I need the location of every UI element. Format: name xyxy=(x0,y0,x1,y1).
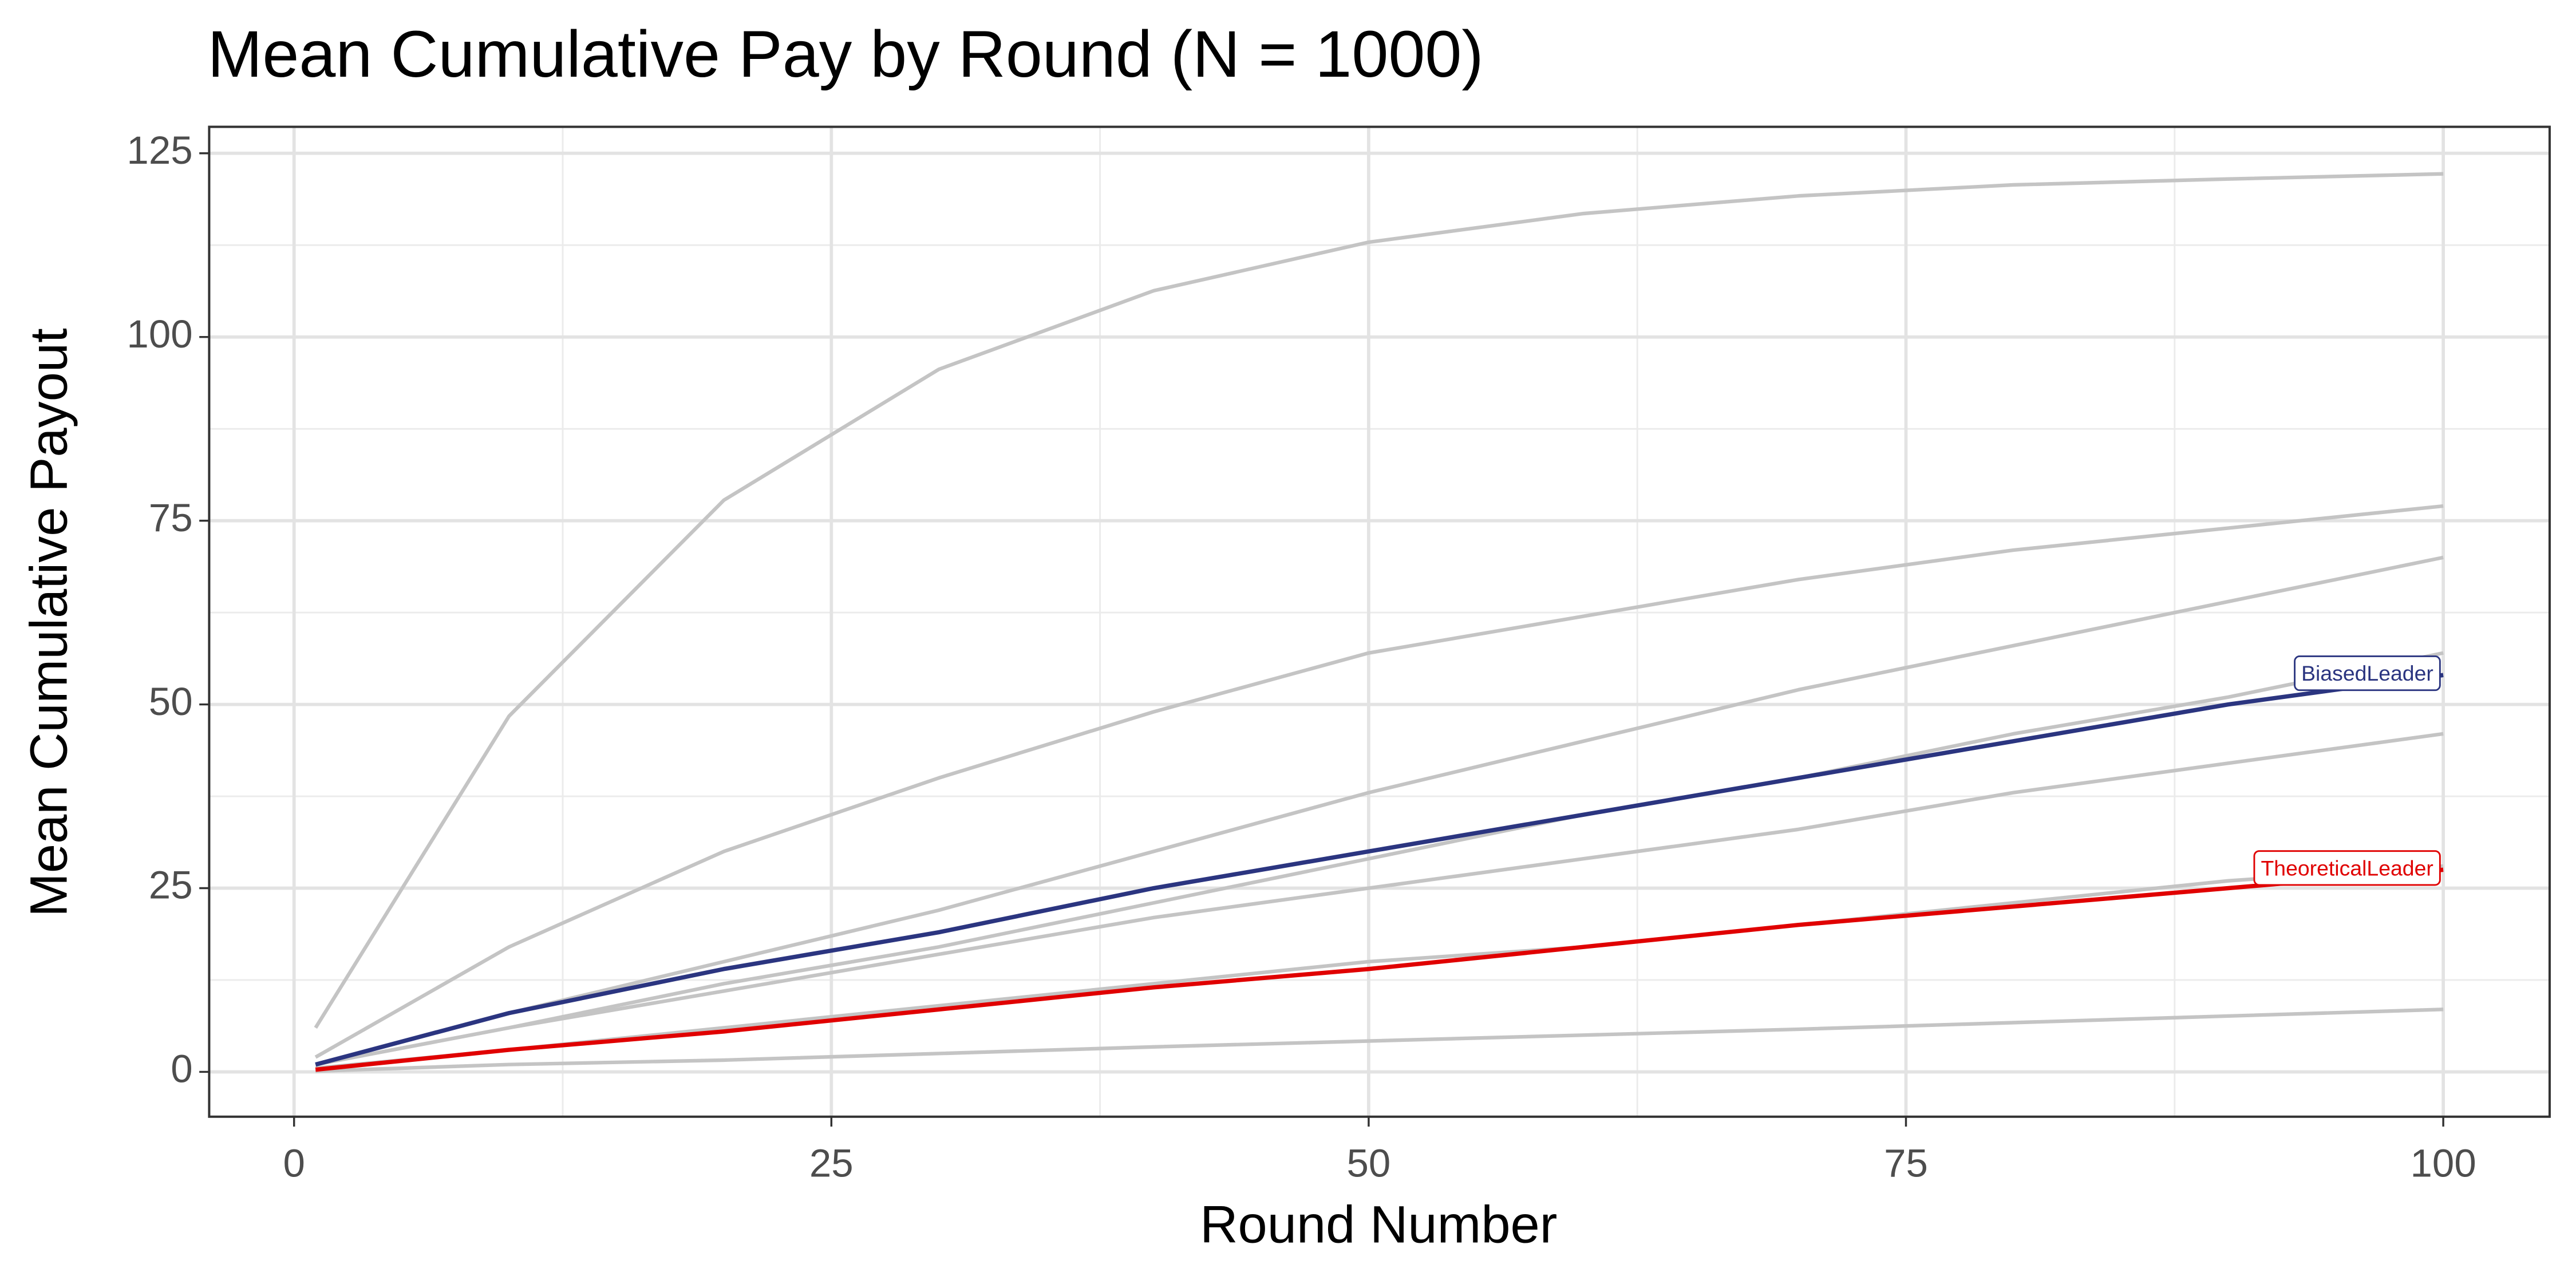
y-axis-title: Mean Cumulative Payout xyxy=(19,328,78,917)
panel-border xyxy=(208,125,2551,1118)
x-tick-label: 50 xyxy=(1347,1140,1391,1185)
line-label-text: BiasedLeader xyxy=(2301,661,2433,685)
line xyxy=(315,673,2444,1067)
x-tick-label: 25 xyxy=(809,1140,854,1185)
x-tick-label: 0 xyxy=(283,1140,305,1185)
line-label-box xyxy=(2253,850,2441,886)
line-label: BiasedLeader xyxy=(2294,655,2441,692)
line-label-text: TheoreticalLeader xyxy=(2261,856,2433,880)
line xyxy=(315,651,2444,1066)
x-axis-title: Round Number xyxy=(1200,1195,1557,1254)
line xyxy=(315,864,2444,1070)
y-tick-label: 100 xyxy=(127,311,192,356)
chart-title: Mean Cumulative Pay by Round (N = 1000) xyxy=(208,18,1484,91)
y-tick-label: 125 xyxy=(127,128,192,172)
x-tick-label: 75 xyxy=(1884,1140,1928,1185)
line xyxy=(314,172,2444,1029)
line xyxy=(315,1008,2444,1073)
line xyxy=(314,504,2444,1059)
line-label-box xyxy=(2294,655,2441,692)
y-tick-label: 25 xyxy=(149,863,193,907)
y-tick-label: 50 xyxy=(149,679,193,724)
line xyxy=(315,555,2444,1066)
line-label: TheoreticalLeader xyxy=(2253,850,2441,886)
x-tick-label: 100 xyxy=(2411,1140,2476,1185)
line xyxy=(315,732,2444,1066)
y-tick-label: 75 xyxy=(149,495,193,540)
line xyxy=(315,867,2444,1072)
y-tick-label: 0 xyxy=(171,1046,192,1091)
